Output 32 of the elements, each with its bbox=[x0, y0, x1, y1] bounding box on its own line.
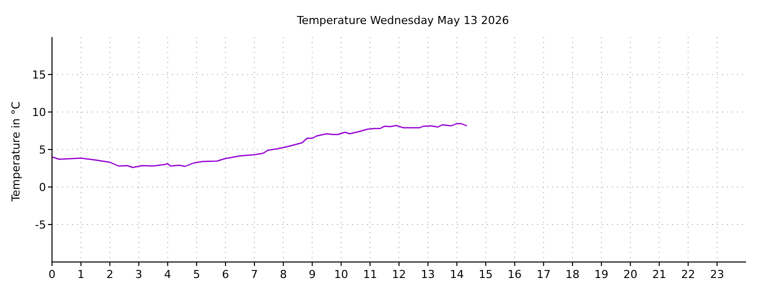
x-tick-label: 5 bbox=[193, 268, 200, 281]
x-tick-label: 19 bbox=[594, 268, 608, 281]
x-tick-label: 3 bbox=[135, 268, 142, 281]
x-tick-label: 14 bbox=[450, 268, 464, 281]
y-tick-label: 5 bbox=[39, 143, 46, 156]
x-tick-label: 20 bbox=[623, 268, 638, 281]
y-tick-label: 10 bbox=[32, 106, 46, 119]
y-axis-title: Temperature in °C bbox=[10, 101, 23, 201]
x-tick-label: 17 bbox=[536, 268, 551, 281]
x-tick-label: 21 bbox=[652, 268, 666, 281]
x-tick-label: 10 bbox=[334, 268, 348, 281]
x-tick-label: 15 bbox=[478, 268, 493, 281]
x-tick-label: 22 bbox=[681, 268, 696, 281]
x-tick-label: 1 bbox=[77, 268, 84, 281]
y-tick-label: 15 bbox=[32, 68, 46, 82]
x-tick-label: 9 bbox=[308, 268, 316, 281]
line-series bbox=[52, 123, 468, 168]
x-tick-label: 23 bbox=[710, 268, 724, 281]
x-tick-label: 12 bbox=[392, 268, 406, 281]
x-tick-label: 7 bbox=[250, 268, 258, 281]
x-tick-label: 11 bbox=[363, 268, 378, 281]
x-tick-label: 13 bbox=[420, 268, 435, 281]
x-tick-label: 4 bbox=[164, 268, 172, 281]
y-tick-label: 0 bbox=[39, 180, 46, 194]
y-tick-label: -5 bbox=[35, 218, 46, 232]
x-tick-label: 8 bbox=[280, 268, 287, 281]
x-tick-label: 0 bbox=[48, 268, 56, 281]
x-tick-label: 6 bbox=[222, 268, 229, 281]
x-tick-label: 2 bbox=[106, 268, 114, 281]
chart-title: Temperature Wednesday May 13 2026 bbox=[296, 14, 510, 27]
x-tick-label: 16 bbox=[508, 268, 522, 281]
x-tick-label: 18 bbox=[566, 268, 580, 281]
